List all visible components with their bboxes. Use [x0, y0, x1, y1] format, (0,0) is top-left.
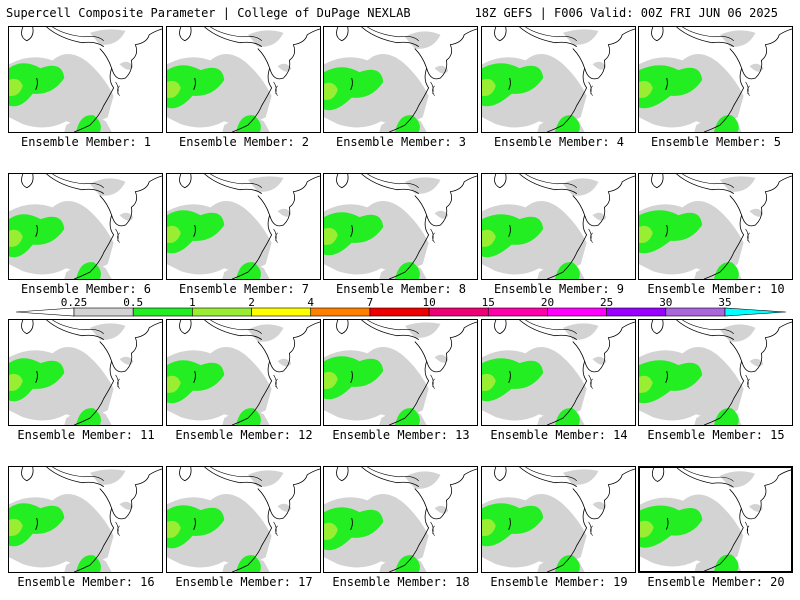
ensemble-member-label: Ensemble Member: 13	[332, 428, 470, 442]
ensemble-member-map[interactable]	[8, 466, 163, 573]
colorbar-segment	[192, 307, 252, 317]
ensemble-member-map[interactable]	[638, 173, 793, 280]
colorbar-tick-label: 2	[248, 296, 255, 309]
ensemble-member-map[interactable]	[638, 466, 793, 573]
ensemble-member-label: Ensemble Member: 15	[647, 428, 785, 442]
colorbar-legend: 0.25 0.5 1 2 4 7 10 15 20 25 30 35	[15, 296, 787, 317]
colorbar-segment	[251, 307, 312, 317]
colorbar-segment	[428, 307, 489, 317]
ensemble-member-label: Ensemble Member: 11	[17, 428, 155, 442]
ensemble-member-map[interactable]	[166, 26, 321, 133]
colorbar-tick-label: 1	[189, 296, 196, 309]
ensemble-member-label: Ensemble Member: 2	[178, 135, 310, 149]
colorbar-tick-label: 15	[482, 296, 495, 309]
ensemble-member-map[interactable]	[323, 173, 478, 280]
ensemble-member-label: Ensemble Member: 16	[17, 575, 155, 589]
ensemble-member-map[interactable]	[166, 466, 321, 573]
ensemble-member-map[interactable]	[638, 319, 793, 426]
ensemble-member-label: Ensemble Member: 6	[20, 282, 152, 296]
colorbar-tick-label: 35	[718, 296, 731, 309]
colorbar-tick-label: 10	[422, 296, 435, 309]
ensemble-member-label: Ensemble Member: 7	[178, 282, 310, 296]
ensemble-member-label: Ensemble Member: 4	[493, 135, 625, 149]
ensemble-member-label: Ensemble Member: 1	[20, 135, 152, 149]
colorbar-segment	[369, 307, 430, 317]
ensemble-member-map[interactable]	[638, 26, 793, 133]
colorbar-segment	[487, 307, 548, 317]
ensemble-member-label: Ensemble Member: 3	[335, 135, 467, 149]
ensemble-member-label: Ensemble Member: 5	[650, 135, 782, 149]
ensemble-member-label: Ensemble Member: 17	[175, 575, 313, 589]
colorbar-tick-label: 30	[659, 296, 672, 309]
colorbar-segment	[73, 307, 134, 317]
colorbar-segment	[606, 307, 667, 317]
colorbar-segment	[132, 307, 193, 317]
ensemble-member-label: Ensemble Member: 8	[335, 282, 467, 296]
colorbar-segment	[310, 307, 371, 317]
ensemble-member-map[interactable]	[481, 173, 636, 280]
ensemble-member-map[interactable]	[481, 466, 636, 573]
colorbar-tick-label: 20	[541, 296, 554, 309]
ensemble-member-map[interactable]	[481, 26, 636, 133]
colorbar-tick-label: 0.5	[123, 296, 143, 309]
colorbar-segment	[547, 307, 607, 317]
model-valid-time: 18Z GEFS | F006 Valid: 00Z FRI JUN 06 20…	[474, 6, 778, 20]
ensemble-member-label: Ensemble Member: 12	[175, 428, 313, 442]
colorbar-segment	[665, 307, 726, 317]
ensemble-member-label: Ensemble Member: 14	[490, 428, 628, 442]
ensemble-member-map[interactable]	[166, 173, 321, 280]
ensemble-member-label: Ensemble Member: 9	[493, 282, 625, 296]
colorbar-min-arrow	[15, 307, 75, 317]
ensemble-member-map[interactable]	[323, 26, 478, 133]
ensemble-member-map[interactable]	[8, 26, 163, 133]
ensemble-member-map[interactable]	[8, 319, 163, 426]
ensemble-member-label: Ensemble Member: 20	[647, 575, 785, 589]
ensemble-member-label: Ensemble Member: 10	[647, 282, 785, 296]
colorbar-tick-label: 4	[307, 296, 314, 309]
colorbar-tick-label: 0.25	[61, 296, 88, 309]
colorbar-max-arrow	[724, 307, 787, 317]
ensemble-member-map[interactable]	[166, 319, 321, 426]
ensemble-member-map[interactable]	[8, 173, 163, 280]
ensemble-member-map[interactable]	[323, 466, 478, 573]
colorbar-tick-label: 25	[600, 296, 613, 309]
ensemble-member-label: Ensemble Member: 19	[490, 575, 628, 589]
ensemble-member-map[interactable]	[481, 319, 636, 426]
ensemble-member-map[interactable]	[323, 319, 478, 426]
colorbar-tick-label: 7	[367, 296, 374, 309]
map-title: Supercell Composite Parameter | College …	[6, 6, 411, 20]
ensemble-member-label: Ensemble Member: 18	[332, 575, 470, 589]
